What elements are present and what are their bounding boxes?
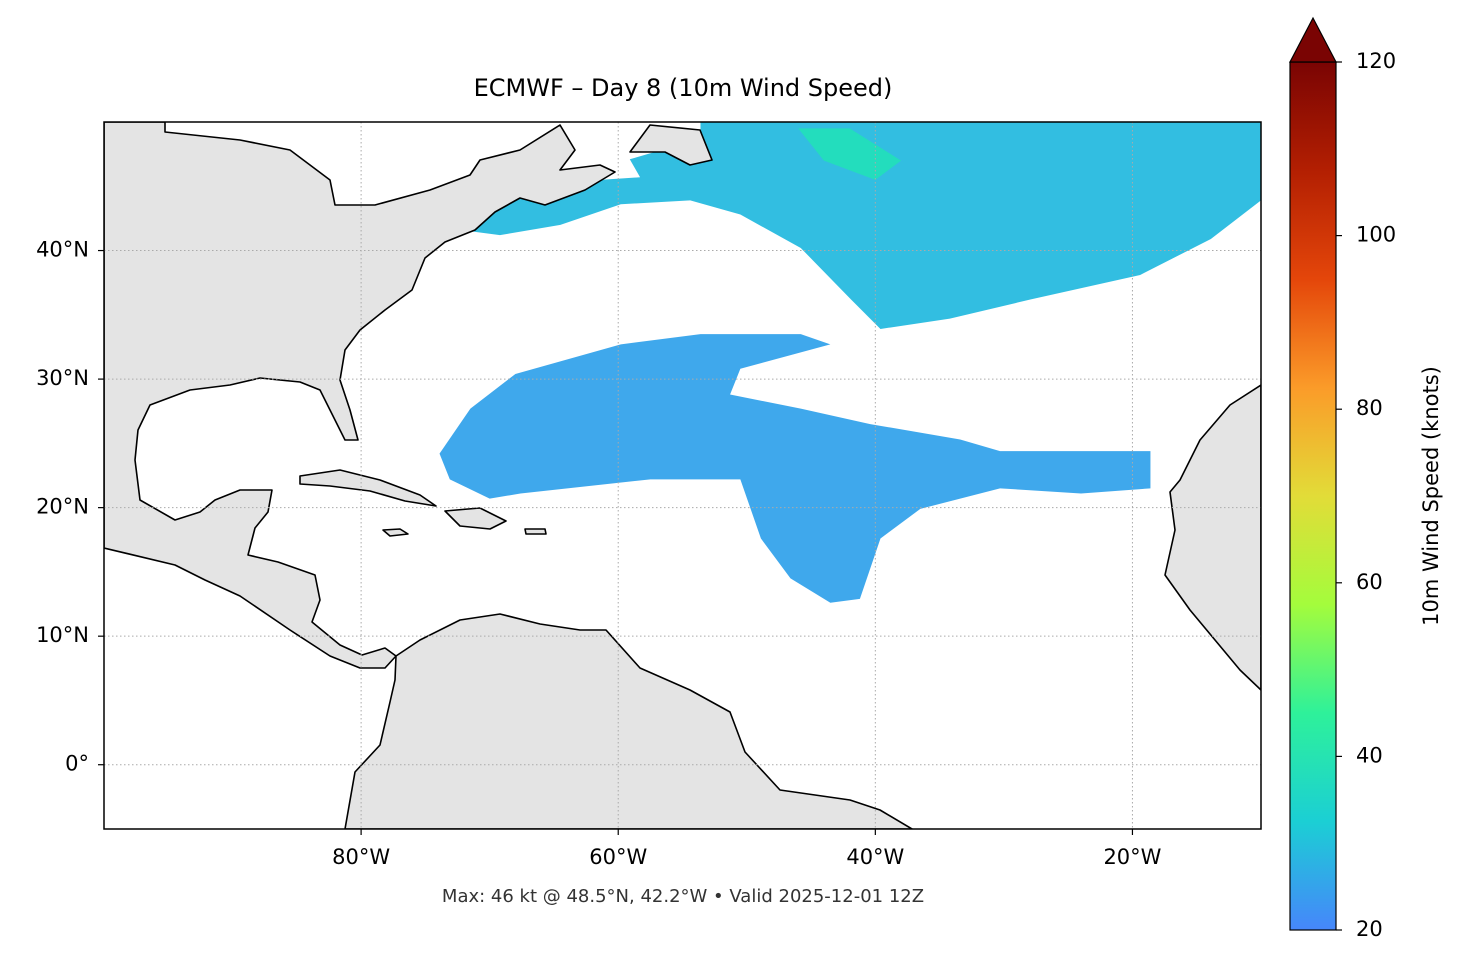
wind-region <box>439 334 1151 603</box>
y-tick-label: 20°N <box>36 495 89 519</box>
x-tick-label: 80°W <box>332 845 390 869</box>
map-frame <box>103 121 1262 830</box>
colorbar-extend <box>1289 16 1337 63</box>
hispaniola <box>444 507 507 530</box>
x-tick-label: 60°W <box>589 845 647 869</box>
colorbar-tick-label: 40 <box>1356 743 1383 767</box>
colorbar-tick-label: 80 <box>1356 396 1383 420</box>
south-america <box>344 613 913 829</box>
x-tick-label: 20°W <box>1103 845 1161 869</box>
cuba <box>299 469 437 507</box>
y-tick-label: 10°N <box>36 623 89 647</box>
x-tick-label: 40°W <box>846 845 904 869</box>
colorbar-tick-label: 60 <box>1356 570 1383 594</box>
colorbar-tick-label: 100 <box>1356 223 1396 247</box>
colorbar-label: 10m Wind Speed (knots) <box>1419 366 1443 626</box>
africa <box>1164 384 1261 691</box>
colorbar-tick-label: 20 <box>1356 917 1383 941</box>
colorbar <box>1289 61 1337 931</box>
colorbar-tick-label: 120 <box>1356 49 1396 73</box>
jamaica <box>382 528 409 537</box>
y-tick-label: 30°N <box>36 366 89 390</box>
wind-region <box>470 122 1261 329</box>
land <box>104 122 1261 829</box>
chart-title: ECMWF – Day 8 (10m Wind Speed) <box>474 74 893 102</box>
annotation: Max: 46 kt @ 48.5°N, 42.2°W • Valid 2025… <box>442 886 924 907</box>
y-tick-label: 0° <box>65 752 89 776</box>
newfoundland <box>629 124 713 166</box>
grid <box>104 122 1261 829</box>
north-america <box>104 122 616 669</box>
puerto-rico <box>524 528 547 535</box>
y-tick-label: 40°N <box>36 238 89 262</box>
